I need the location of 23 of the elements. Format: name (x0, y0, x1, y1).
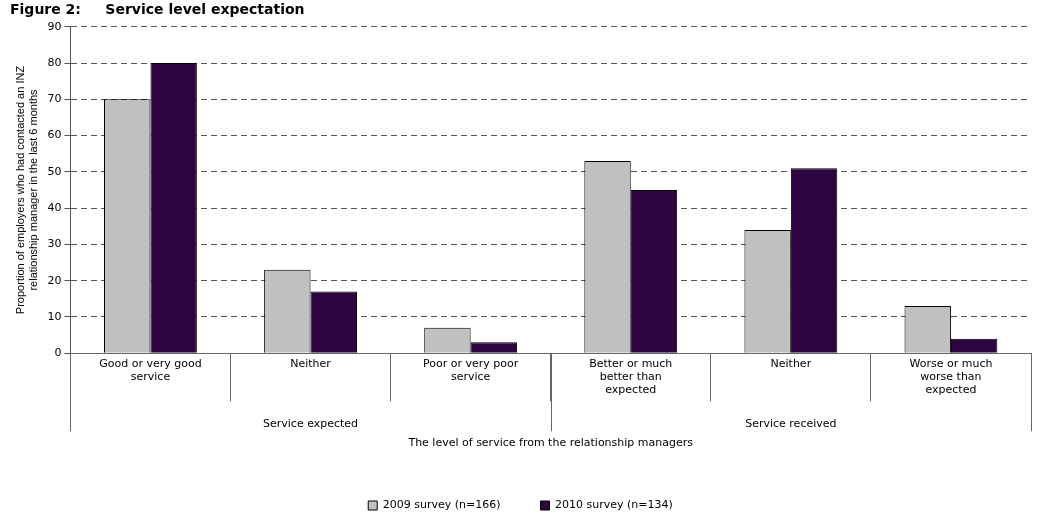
y-tick-label: 10 (47, 309, 62, 323)
y-tick-label: 0 (54, 346, 62, 360)
x-tick-label: Good or very good service (99, 356, 202, 383)
y-tick-label: 50 (47, 164, 62, 178)
legend-label: 2009 survey (n=166) (382, 498, 501, 512)
x-tick-label: Better or much better than expected (589, 356, 673, 397)
y-tick-label: 60 (47, 128, 62, 142)
y-tick-label: 30 (47, 237, 62, 251)
x-tick-label: Neither (290, 356, 332, 370)
text: Service expected (262, 417, 359, 431)
y-tick-label: 40 (47, 200, 62, 214)
x-tick-label: Neither (770, 356, 812, 370)
y-tick-label: 20 (47, 273, 62, 287)
legend-label: 2010 survey (n=134) (555, 498, 673, 512)
x-axis-title: The level of service from the relationship managers (407, 436, 694, 450)
y-tick-label: 70 (47, 92, 62, 106)
y-axis-title: Proportion of employers who had contacted an INZ relationship manager in the last 6 months (13, 65, 39, 315)
chart-title: Figure 2: Service level expectation (10, 1, 305, 18)
text: Service received (745, 417, 837, 431)
x-tick-label: Worse or much worse than expected (909, 356, 993, 397)
x-tick-label: Poor or very poor service (423, 356, 519, 383)
y-tick-label: 90 (47, 19, 62, 33)
y-tick-label: 80 (47, 55, 62, 69)
